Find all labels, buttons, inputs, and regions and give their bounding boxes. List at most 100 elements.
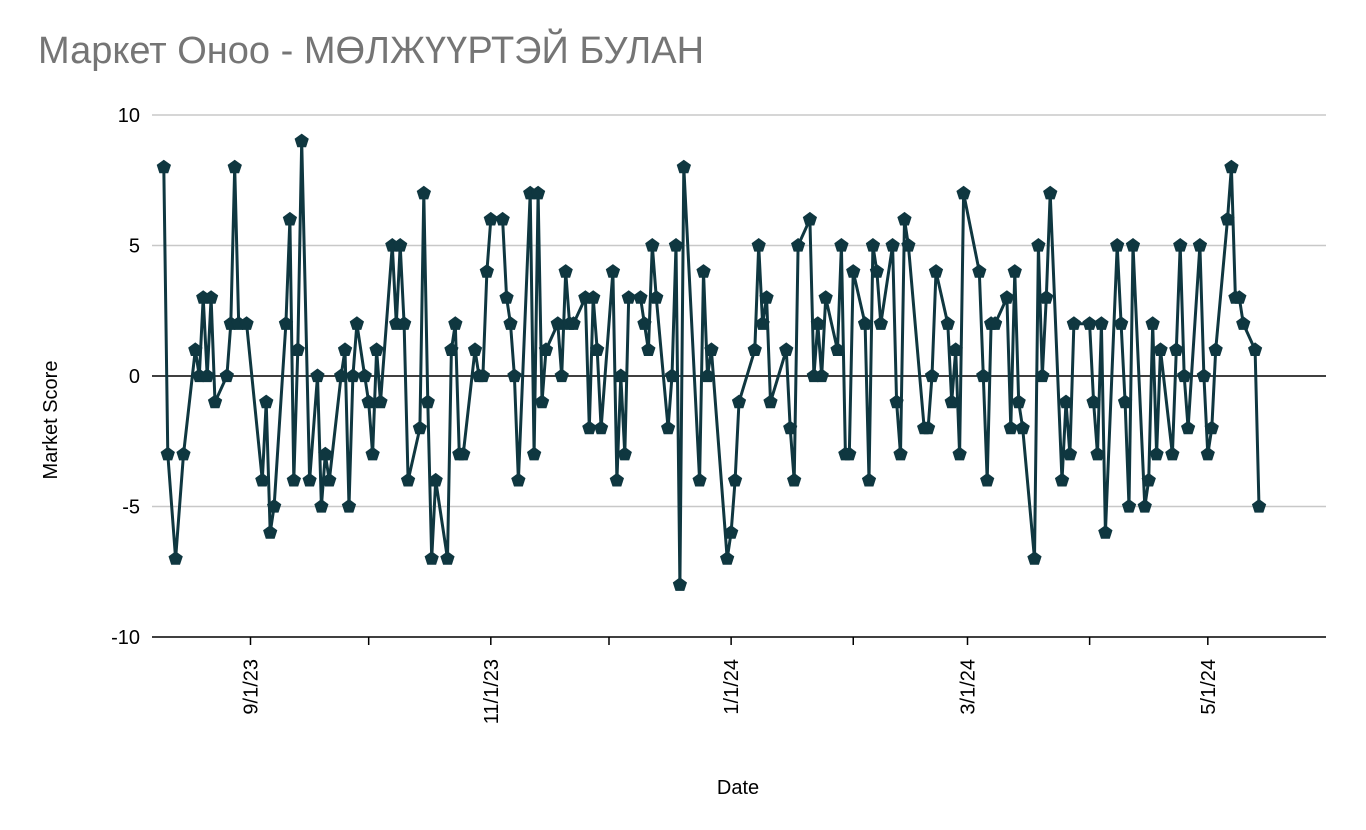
data-point	[1177, 368, 1192, 383]
data-point	[928, 264, 944, 278]
data-point	[1169, 342, 1184, 356]
data-point	[1058, 394, 1074, 409]
data-point	[586, 290, 601, 304]
data-point	[1248, 342, 1263, 356]
data-point	[416, 185, 431, 200]
data-point	[373, 394, 388, 409]
data-point	[1220, 211, 1235, 226]
data-point	[590, 342, 605, 356]
y-axis-ticks: -10 -5 0 5 10	[111, 105, 140, 649]
data-point	[637, 316, 652, 330]
data-point	[365, 446, 380, 461]
data-point	[1251, 499, 1267, 513]
data-point	[204, 290, 219, 304]
data-point	[783, 420, 798, 435]
data-point	[948, 342, 963, 356]
data-point	[420, 394, 435, 409]
data-point	[747, 342, 762, 356]
data-point	[1110, 238, 1125, 252]
data-point	[1121, 499, 1137, 513]
y-tick-label: 5	[129, 236, 140, 258]
data-point	[861, 472, 877, 487]
data-point	[1039, 290, 1054, 304]
data-point	[676, 159, 691, 174]
data-point	[621, 290, 636, 304]
data-point	[1208, 342, 1223, 356]
data-point	[664, 368, 680, 383]
data-point	[1098, 525, 1113, 539]
data-point	[633, 290, 648, 304]
y-axis-title: Market Score	[40, 361, 62, 480]
data-point	[609, 472, 624, 487]
data-point	[649, 290, 664, 304]
data-point	[322, 472, 337, 487]
data-point	[952, 446, 967, 461]
data-point	[267, 499, 282, 513]
data-point	[830, 342, 845, 356]
data-point	[550, 316, 565, 330]
data-point	[791, 238, 806, 252]
data-point	[412, 420, 427, 435]
data-point	[613, 368, 628, 383]
data-point	[507, 368, 522, 383]
data-point	[558, 264, 573, 278]
data-point	[176, 446, 191, 461]
data-point	[582, 420, 597, 435]
data-point	[318, 446, 333, 461]
data-point	[940, 316, 955, 330]
data-point	[865, 238, 881, 252]
data-point	[1015, 420, 1030, 435]
series-line	[162, 139, 1261, 587]
data-point	[759, 290, 774, 304]
data-point	[428, 472, 443, 487]
data-point	[310, 368, 325, 383]
data-point	[1094, 316, 1109, 330]
x-axis-title: Date	[717, 777, 759, 799]
data-point	[1066, 316, 1081, 330]
data-point	[239, 316, 254, 330]
data-point	[1027, 551, 1042, 565]
data-point	[889, 394, 904, 409]
data-point	[227, 159, 242, 174]
data-point	[924, 368, 940, 383]
data-point	[972, 264, 987, 278]
data-point	[814, 368, 829, 383]
data-point	[834, 238, 849, 252]
data-point	[495, 211, 510, 226]
data-point	[1173, 238, 1188, 252]
data-point	[499, 290, 514, 304]
data-point	[290, 342, 305, 356]
data-point	[696, 264, 711, 278]
x-tick-label: 5/1/24	[1198, 659, 1220, 715]
data-point	[282, 211, 297, 226]
data-point	[156, 159, 171, 174]
data-point	[751, 238, 766, 252]
data-point	[400, 472, 416, 487]
data-point	[999, 290, 1014, 304]
data-point	[1007, 264, 1022, 278]
data-point	[527, 446, 542, 461]
data-point	[1236, 316, 1251, 330]
data-point	[617, 446, 632, 461]
data-point	[1082, 316, 1097, 330]
data-point	[1141, 472, 1156, 487]
data-point	[921, 420, 936, 435]
data-point	[314, 499, 329, 513]
data-point	[1054, 472, 1070, 487]
data-point	[1145, 316, 1160, 330]
data-point	[692, 472, 707, 487]
data-point	[259, 394, 274, 409]
data-point	[897, 211, 912, 226]
data-point	[1011, 394, 1026, 409]
data-point	[160, 446, 175, 461]
data-point	[605, 264, 621, 278]
x-axis-ticks: 9/1/23 11/1/23 1/1/24 3/1/24 5/1/24	[240, 637, 1220, 724]
data-point	[393, 238, 408, 252]
data-point	[397, 316, 412, 330]
data-point	[987, 316, 1003, 330]
data-point	[1181, 420, 1196, 435]
data-point	[1137, 499, 1152, 513]
series-market-score	[156, 133, 1267, 591]
data-point	[1196, 368, 1211, 383]
data-point	[873, 316, 888, 330]
